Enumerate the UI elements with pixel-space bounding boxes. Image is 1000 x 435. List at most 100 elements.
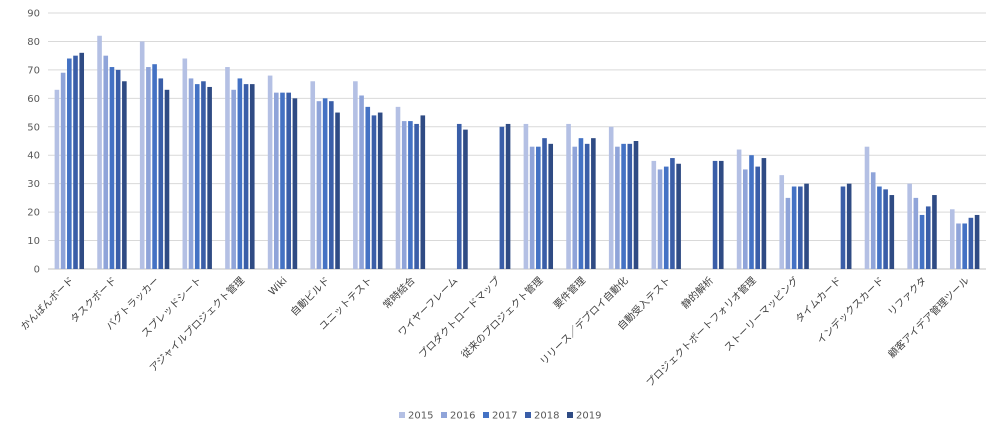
bar-2017: [749, 155, 754, 269]
bar-2019: [633, 141, 639, 269]
legend-swatch-2018: [525, 412, 531, 418]
bar-2017: [280, 92, 285, 270]
x-tick-label: リリース／デプロイ自動化: [537, 274, 631, 368]
bar-2019: [718, 160, 724, 269]
bar-2017: [578, 138, 584, 269]
bar-2016: [188, 78, 194, 269]
bar-2018: [329, 101, 334, 269]
bar-2016: [401, 121, 407, 269]
x-tick-label: ストーリーマッピング: [721, 274, 801, 354]
bar-2017: [365, 106, 371, 269]
bar-2019: [207, 86, 212, 269]
bar-2019: [335, 112, 340, 269]
y-tick-label: 50: [27, 122, 40, 133]
bar-2019: [889, 195, 895, 269]
bar-2017: [67, 58, 72, 270]
y-axis-ticks: 0 10 20 30 40 50 60 70 80 90: [27, 9, 40, 276]
bar-2019: [591, 138, 596, 269]
bar-2018: [840, 186, 846, 269]
gridlines: [48, 12, 986, 270]
bar-2017: [237, 78, 243, 269]
bar-2018: [456, 123, 462, 269]
bar-2018: [627, 143, 633, 269]
bar-2015: [651, 160, 657, 269]
bar-2016: [231, 89, 236, 269]
bar-2018: [499, 126, 505, 270]
bar-2018: [670, 158, 675, 269]
bar-2015: [949, 209, 955, 269]
bar-2019: [676, 163, 681, 269]
y-tick-label: 80: [27, 37, 40, 48]
bar-2016: [146, 67, 151, 270]
bar-2018: [73, 55, 78, 269]
bar-2018: [968, 217, 974, 269]
bar-2018: [584, 143, 590, 269]
bar-2018: [798, 186, 803, 269]
legend-swatch-2016: [441, 412, 447, 418]
bar-2015: [267, 75, 273, 269]
bar-2016: [529, 146, 535, 269]
bar-2019: [79, 52, 85, 270]
bar-2019: [846, 183, 852, 269]
bar-2018: [712, 160, 718, 269]
bar-2015: [608, 126, 614, 270]
bar-2015: [566, 123, 571, 269]
bar-2015: [54, 89, 60, 269]
bar-2015: [395, 106, 401, 269]
bar-2019: [249, 84, 255, 269]
bar-2015: [907, 183, 912, 269]
y-tick-label: 20: [27, 208, 40, 219]
legend-label: 2019: [576, 411, 601, 422]
bar-2018: [755, 166, 760, 269]
bar-2016: [615, 146, 620, 269]
bar-2019: [761, 158, 767, 269]
bar-2019: [463, 129, 468, 269]
bar-2016: [870, 172, 876, 269]
bar-2016: [743, 169, 748, 269]
y-tick-label: 60: [27, 94, 40, 105]
bar-2019: [122, 81, 127, 270]
y-tick-label: 0: [34, 265, 40, 276]
legend-swatch-2019: [567, 412, 573, 418]
y-tick-label: 10: [27, 236, 40, 247]
bar-2019: [505, 123, 511, 269]
bar-2016: [657, 169, 663, 269]
bar-2015: [736, 149, 742, 269]
legend: 2015 2016 2017 2018 2019: [399, 411, 601, 422]
legend-swatch-2017: [483, 412, 489, 418]
x-tick-label: 常時結合: [380, 274, 417, 311]
legend-label: 2015: [408, 411, 433, 422]
bar-2018: [414, 123, 419, 269]
bar-2018: [542, 138, 547, 269]
bar-2016: [956, 223, 961, 269]
bar-2015: [353, 81, 358, 270]
bar-2017: [663, 166, 669, 269]
bar-2017: [919, 214, 925, 269]
bar-2019: [292, 98, 298, 269]
x-tick-label: プロダクトロードマップ: [416, 274, 503, 361]
bar-2017: [152, 64, 157, 269]
bars: [54, 35, 980, 270]
bar-2016: [316, 101, 322, 269]
x-tick-label: Wiki: [267, 275, 290, 298]
bar-2015: [310, 81, 316, 270]
bar-2016: [60, 72, 66, 269]
bar-2016: [359, 95, 364, 269]
bar-2017: [791, 186, 797, 269]
bar-2019: [974, 214, 980, 269]
x-tick-label: 自動ビルド: [288, 274, 333, 319]
x-tick-label: 顧客アイデア管理ツール: [885, 274, 972, 361]
y-tick-label: 40: [27, 151, 40, 162]
bar-2015: [182, 58, 188, 270]
legend-label: 2018: [534, 411, 559, 422]
bar-2018: [286, 92, 291, 270]
bar-2018: [925, 206, 931, 269]
y-tick-label: 90: [27, 9, 40, 20]
bar-2015: [523, 123, 529, 269]
bar-2018: [243, 84, 249, 269]
bar-2018: [158, 78, 164, 269]
bar-2015: [139, 41, 145, 269]
bar-2017: [962, 223, 967, 269]
legend-swatch-2015: [399, 412, 405, 418]
